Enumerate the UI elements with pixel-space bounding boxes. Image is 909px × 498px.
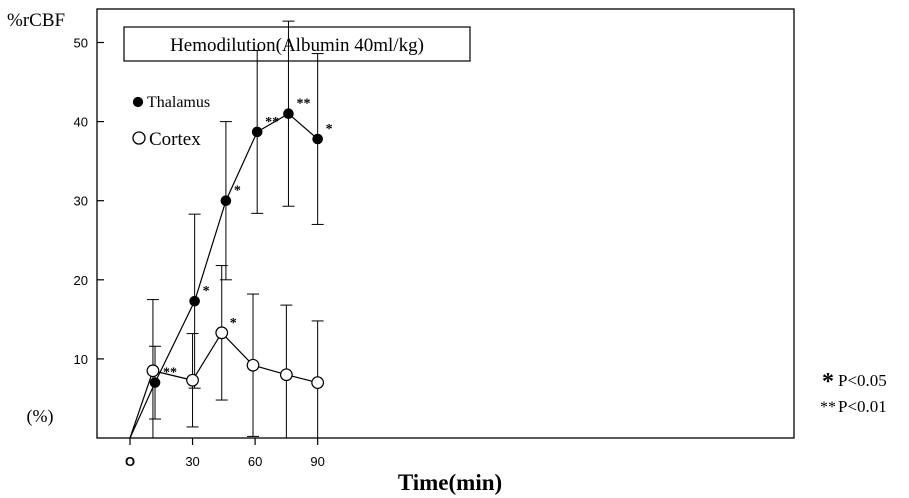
- plot-frame: [96, 8, 795, 439]
- x-tick-label-O: O: [125, 454, 135, 469]
- legend-cortex-marker: [132, 131, 146, 145]
- cortex-sig-44: *: [230, 316, 237, 331]
- cortex-point-44: [215, 326, 229, 340]
- sig-legend-p05-text: P<0.05: [838, 371, 887, 390]
- x-tick-label-90: 90: [310, 454, 324, 469]
- thalamus-sig-61: **: [265, 115, 279, 130]
- cortex-point-11: [146, 364, 160, 378]
- thalamus-sig-90: *: [326, 122, 333, 137]
- thalamus-point-12: [149, 377, 161, 388]
- title-box: [123, 26, 471, 62]
- cortex-point-90: [311, 376, 325, 390]
- cortex-point-30: [186, 373, 199, 387]
- thalamus-sig-46: *: [234, 184, 241, 199]
- thalamus-point-31: [189, 295, 200, 307]
- legend-thalamus-label: Thalamus: [147, 94, 210, 111]
- thalamus-point-61: [251, 126, 263, 138]
- sig-legend-p05-symbol: *: [822, 369, 834, 395]
- chart-title: Hemodilution(Albumin 40ml/kg): [170, 35, 424, 56]
- y-tick-label-30: 30: [74, 194, 88, 209]
- sig-legend-p01-symbol: **: [820, 399, 836, 416]
- thalamus-point-90: [312, 133, 323, 145]
- legend-thalamus-marker: [132, 96, 144, 108]
- y-axis-label: %rCBF: [7, 10, 65, 31]
- thalamus-sig-31: *: [203, 284, 210, 299]
- thalamus-line: [129, 112, 319, 439]
- x-tick-label-60: 60: [248, 454, 262, 469]
- y-tick-label-40: 40: [74, 115, 88, 130]
- x-tick-label-30: 30: [185, 454, 199, 469]
- thalamus-sig-76: **: [296, 97, 310, 112]
- y-axis-unit: (%): [27, 406, 54, 427]
- sig-legend-p01-text: P<0.01: [838, 397, 887, 416]
- cortex-point-59: [246, 358, 260, 372]
- thalamus-sig-12: **: [163, 366, 177, 381]
- thalamus-point-76: [283, 108, 294, 119]
- x-axis-label: Time(min): [398, 470, 502, 495]
- thalamus-point-46: [220, 195, 232, 206]
- cortex-point-75: [279, 368, 293, 382]
- legend-cortex-label: Cortex: [149, 129, 201, 150]
- y-tick-label-50: 50: [74, 36, 88, 51]
- y-tick-label-10: 10: [74, 352, 88, 367]
- y-tick-label-20: 20: [74, 273, 88, 288]
